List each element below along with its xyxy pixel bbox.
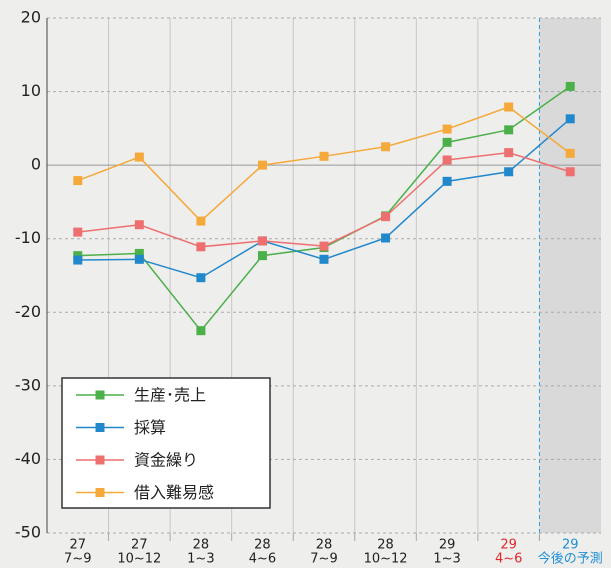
point	[565, 114, 575, 124]
point	[504, 167, 514, 177]
point	[565, 81, 575, 91]
point	[504, 102, 514, 112]
point	[565, 148, 575, 158]
point	[73, 255, 83, 265]
point	[381, 233, 391, 243]
point	[504, 125, 514, 135]
y-tick-label: -20	[15, 302, 41, 321]
point	[319, 254, 329, 264]
point	[134, 152, 144, 162]
legend-box	[61, 377, 271, 509]
x-tick-label: 28	[254, 538, 271, 553]
forecast-shade	[539, 18, 601, 533]
x-tick-label: 27	[70, 538, 87, 553]
x-tick-label: 4~6	[495, 552, 522, 567]
point	[257, 160, 267, 170]
point	[196, 216, 206, 226]
legend-marker	[95, 488, 105, 497]
point	[257, 251, 267, 261]
y-tick-label: -40	[15, 449, 41, 468]
x-tick-label: 1~3	[433, 552, 460, 567]
y-tick-label: 20	[21, 8, 41, 27]
legend-marker	[95, 455, 105, 465]
x-tick-label: 29	[500, 538, 517, 553]
x-tick-label: 今後の予測	[538, 551, 603, 567]
x-tick-label: 28	[377, 538, 394, 553]
point	[257, 236, 267, 246]
x-tick-label: 10~12	[364, 552, 408, 567]
legend-label: 採算	[134, 418, 166, 437]
legend-label: 資金繰り	[134, 451, 198, 470]
point	[504, 148, 514, 158]
x-tick-label: 7~9	[64, 552, 91, 567]
point	[442, 137, 452, 147]
y-tick-label: -10	[15, 228, 41, 247]
point	[73, 176, 83, 186]
point	[381, 142, 391, 152]
legend-label: 借入難易感	[134, 483, 214, 502]
y-tick-label: -50	[15, 523, 41, 542]
x-tick-label: 1~3	[187, 552, 214, 567]
y-tick-label: 0	[31, 155, 41, 174]
x-tick-label: 10~12	[117, 552, 161, 567]
y-tick-label: -30	[15, 375, 41, 394]
point	[73, 227, 83, 237]
point	[381, 212, 391, 222]
point	[319, 151, 329, 161]
point	[196, 273, 206, 283]
point	[565, 167, 575, 177]
legend-marker	[95, 423, 105, 432]
point	[134, 248, 144, 258]
point	[134, 220, 144, 230]
x-tick-label: 29	[562, 538, 579, 553]
point	[442, 176, 452, 186]
x-tick-label: 28	[193, 538, 210, 553]
x-tick-label: 28	[316, 538, 333, 553]
x-tick-label: 29	[439, 538, 456, 553]
legend-label: 生産･売上	[134, 386, 206, 405]
y-tick-label: 10	[21, 81, 41, 100]
point	[319, 241, 329, 251]
point	[442, 124, 452, 134]
point	[442, 155, 452, 165]
x-tick-label: 7~9	[310, 552, 337, 567]
point	[196, 326, 206, 336]
legend-marker	[95, 390, 105, 400]
x-tick-label: 27	[131, 538, 148, 553]
point	[196, 242, 206, 252]
x-tick-label: 4~6	[249, 552, 276, 567]
point	[134, 254, 144, 264]
